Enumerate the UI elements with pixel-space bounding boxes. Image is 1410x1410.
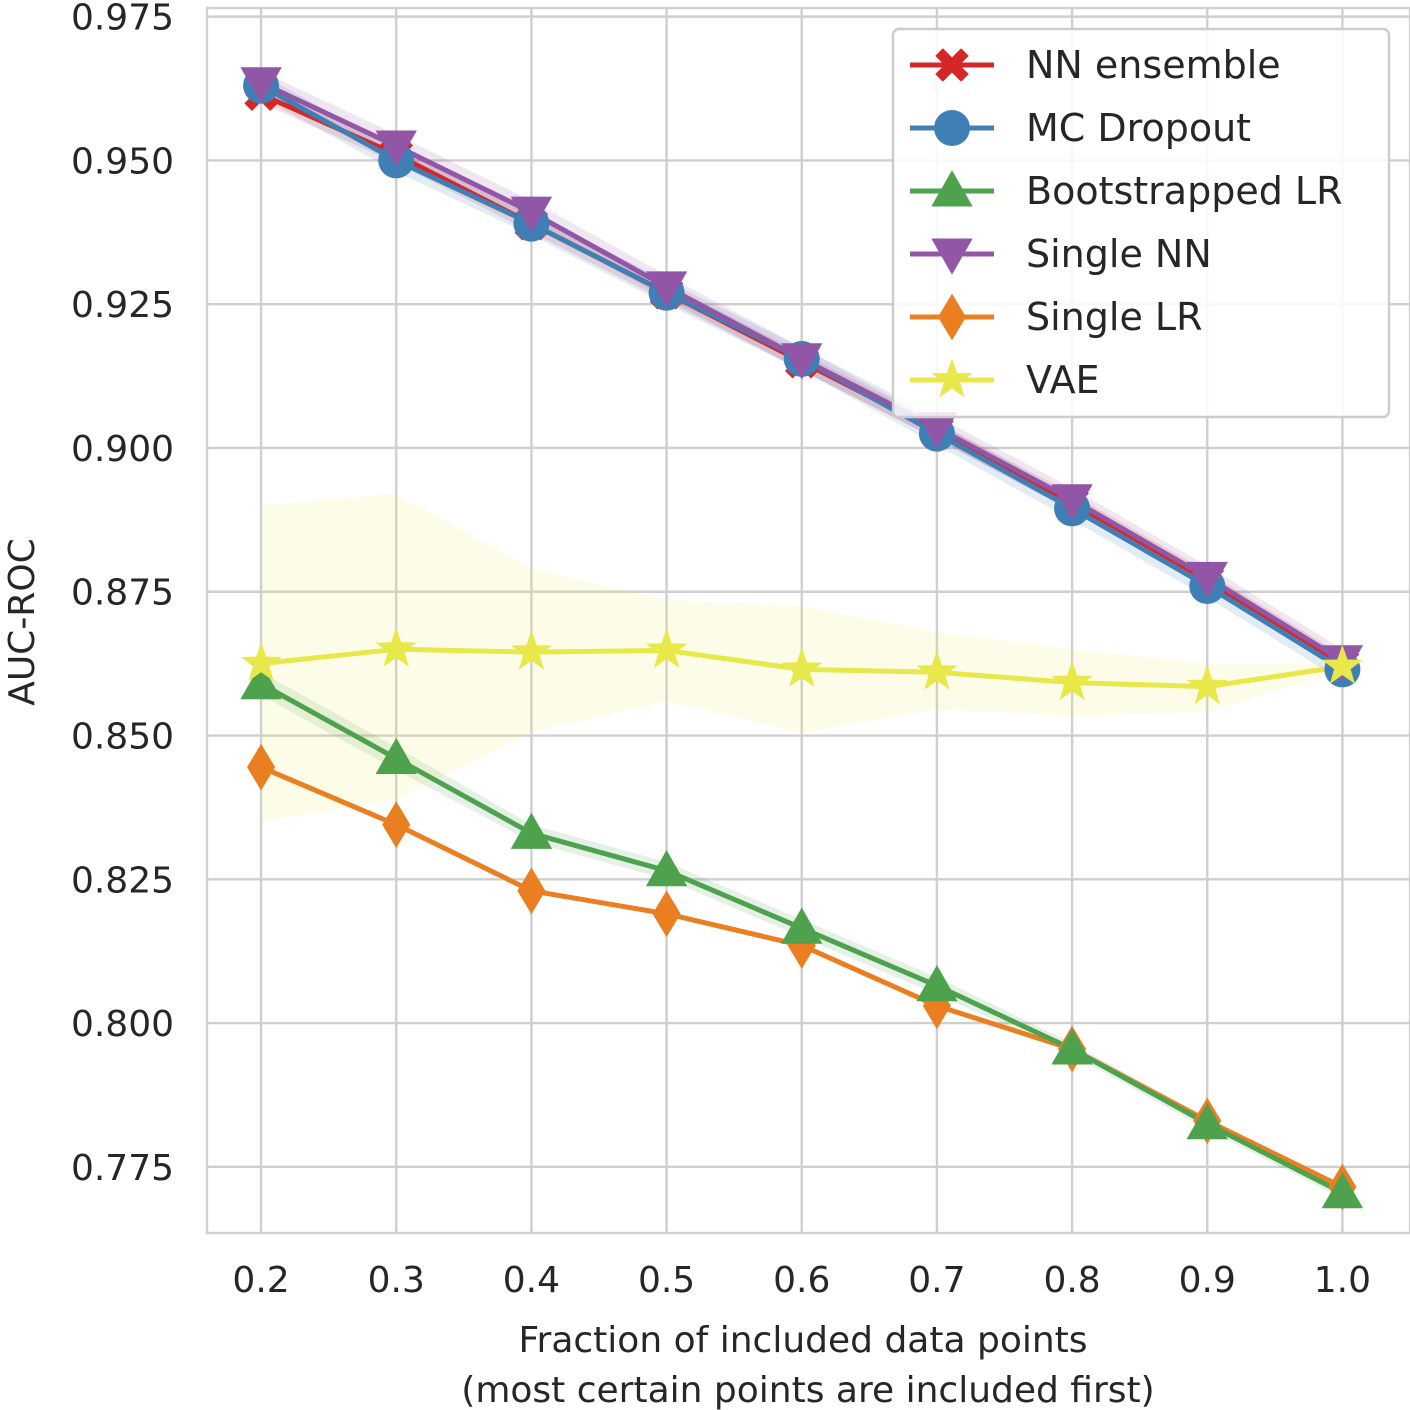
triangle-down-marker [375,130,417,167]
triangle-up-marker [510,812,553,849]
triangle-up-marker [1321,1172,1364,1209]
triangle-up-marker [645,849,688,887]
y-tick-label: 0.850 [71,717,174,758]
x-tick-label: 0.7 [908,1260,965,1301]
star-marker [1321,644,1363,684]
triangle-up-marker [931,170,973,207]
triangle-down-marker [240,67,282,104]
triangle-up-marker [1186,1103,1228,1140]
diamond-marker [787,922,816,969]
legend-entry: Single LR [910,293,1202,341]
y-tick-label: 0.825 [71,860,174,901]
y-tick-label: 0.875 [71,573,174,614]
x-tick-label: 1.0 [1314,1260,1371,1301]
y-tick-label: 0.950 [71,141,174,182]
legend-label: Bootstrapped LR [1026,169,1342,213]
diamond-marker [247,743,276,791]
tick-labels: 0.2 0.3 0.4 0.5 0.6 0.7 0.8 0.9 1.0 0.775 0.800 0.8… [71,0,1371,1301]
x-tick-label: 0.5 [638,1260,695,1301]
legend-entry: VAE [910,358,1100,402]
y-tick-label: 0.800 [71,1004,174,1045]
star-marker [931,358,973,398]
diamond-marker [937,293,967,341]
x-marker [935,48,969,82]
legend-label: Single LR [1026,295,1202,339]
triangle-down-marker [931,238,973,275]
legend-label: VAE [1026,358,1100,402]
triangle-down-marker [1051,484,1093,521]
legend: NN ensemble MC Dropout Bootstrapped LR Sing… [891,27,1391,419]
diamond-marker [382,801,411,849]
x-tick-label: 0.6 [773,1260,830,1301]
plot-frame [205,6,1410,1235]
legend-label: Single NN [1026,232,1212,276]
x-tick-label: 0.3 [368,1260,425,1301]
legend-entry: MC Dropout [910,106,1251,150]
series-markers [240,67,1364,1211]
triangle-up-marker [781,907,823,944]
triangle-up-marker [240,663,282,700]
star-marker [375,627,417,667]
series-marker-group [240,67,1364,682]
x-tick-label: 0.2 [232,1260,289,1301]
star-marker [240,642,282,682]
legend-label: MC Dropout [1026,106,1251,150]
triangle-up-marker [916,964,958,1002]
y-axis-label: AUC-ROC [2,538,43,706]
triangle-down-marker [645,271,688,308]
x-tick-label: 0.8 [1043,1260,1100,1301]
x-axis-label: Fraction of included data points [518,1320,1087,1361]
legend-entry: Single NN [910,232,1212,276]
triangle-down-marker [916,412,958,449]
legend-entry: NN ensemble [910,43,1281,87]
star-marker [1186,665,1228,705]
diamond-marker [652,890,681,938]
x-axis-sublabel: (most certain points are included first) [461,1370,1154,1410]
legend-entry: Bootstrapped LR [910,169,1342,213]
circle-marker [934,110,970,146]
star-marker [646,628,688,668]
triangle-down-marker [510,196,553,233]
triangle-down-marker [1186,561,1228,599]
legend-entries: NN ensemble MC Dropout Bootstrapped LR Sing… [910,43,1342,402]
legend-label: NN ensemble [1026,43,1281,87]
star-marker [781,647,823,687]
star-marker [510,630,552,670]
series-marker-group [240,663,1364,1209]
y-tick-label: 0.775 [71,1148,174,1189]
diamond-marker [517,867,546,915]
x-tick-label: 0.9 [1179,1260,1236,1301]
triangle-up-marker [1051,1028,1093,1065]
star-marker [916,650,958,690]
legend-box [891,27,1391,419]
y-tick-label: 0.925 [71,285,174,326]
y-tick-label: 0.975 [71,0,174,39]
y-tick-label: 0.900 [71,429,174,470]
star-marker [1051,661,1093,701]
series-marker-group [240,627,1363,705]
triangle-up-marker [375,737,417,775]
x-tick-label: 0.4 [503,1260,560,1301]
triangle-down-marker [781,343,823,380]
